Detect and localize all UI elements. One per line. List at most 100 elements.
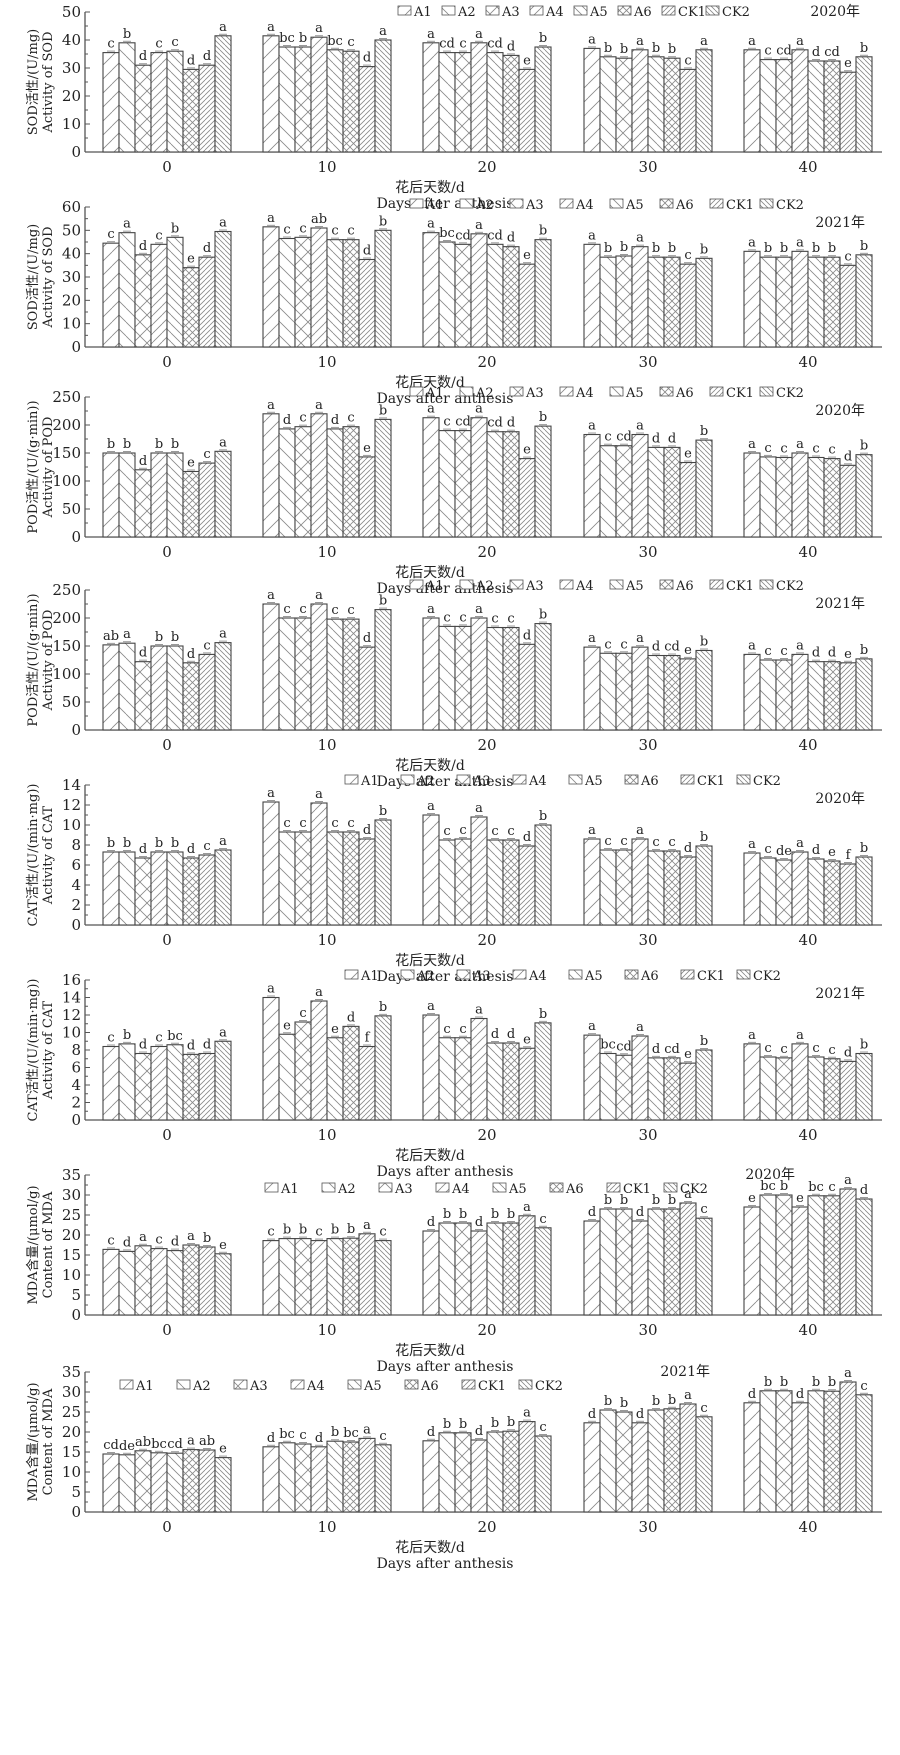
legend-swatch-a6 [659,198,674,209]
bar-a5-day-0 [166,452,184,538]
significance-letter: e [187,252,195,267]
bar-a4-day-10 [310,36,328,153]
bar-ck2-day-40 [855,254,873,348]
significance-letter: c [331,224,338,239]
bar-a5-day-30 [647,1409,665,1513]
y-tick-label: 35 [62,1363,81,1381]
legend-label-ck1: CK1 [623,1182,651,1197]
y-tick-label: 12 [62,796,81,814]
y-tick-label: 50 [62,500,81,518]
significance-letter: f [846,848,852,863]
legend-label-a4: A4 [575,198,594,213]
bar-a1-day-20 [422,814,440,926]
legend-swatch-ck2 [736,774,751,785]
y-tick-label: 50 [62,693,81,711]
bar-a3-day-0 [134,254,152,348]
bar-ck1-day-10 [358,456,376,538]
significance-letter: b [860,841,868,856]
legend-swatch-a6 [659,386,674,397]
significance-letter: b [123,1028,131,1043]
bar-a1-day-10 [262,1446,280,1513]
significance-letter: a [315,588,323,603]
significance-letter: c [283,816,290,831]
bar-a3-day-10 [294,1443,312,1513]
legend-label-a1: A1 [425,386,444,401]
significance-letter: b [604,241,612,256]
legend-label-a5: A5 [625,386,644,401]
legend-swatch-ck2 [705,5,720,16]
significance-letter: bc [808,1180,824,1195]
bar-a4-day-30 [631,1220,649,1316]
x-tick-label: 10 [317,931,336,949]
significance-letter: b [491,1416,499,1431]
significance-letter: a [427,999,435,1014]
legend-label-a2: A2 [416,969,435,984]
bar-a2-day-10 [278,46,296,153]
significance-letter: c [155,1233,162,1248]
bar-a2-day-0 [118,1250,136,1316]
bar-a3-day-40 [775,1390,793,1513]
chart-panel-sod-2021: 0 10 20 30 40 50 60 SOD活性/(U/mg) Activity of SOD… [26,198,882,407]
significance-letter: b [491,1207,499,1222]
significance-letter: d [652,640,660,655]
significance-letter: d [684,841,692,856]
x-axis-label-en: Days after anthesis [377,1556,514,1572]
bar-a3-day-30 [615,1054,633,1121]
significance-letter: a [636,34,644,49]
significance-letter: b [668,1193,676,1208]
significance-letter: a [267,20,275,35]
legend-label-a3: A3 [472,774,491,789]
legend-label-ck1: CK1 [478,1379,506,1394]
significance-letter: d [812,646,820,661]
significance-letter: b [299,31,307,46]
y-tick-label: 0 [71,528,81,546]
significance-letter: d [187,53,195,68]
legend-swatch-a6 [549,1182,564,1193]
x-tick-label: 10 [317,1518,336,1536]
significance-letter: b [171,836,179,851]
y-axis-label-cn: SOD活性/(U/mg) [26,29,41,136]
y-tick-label: 0 [71,1503,81,1521]
bar-a6-day-30 [663,1408,681,1513]
significance-letter: c [828,1043,835,1058]
bar-a4-day-40 [791,851,809,926]
significance-letter: b [604,1394,612,1409]
bar-ck1-day-10 [358,838,376,926]
y-tick-label: 35 [62,1166,81,1184]
significance-letter: c [347,35,354,50]
significance-letter: b [620,42,628,57]
bar-a5-day-10 [326,428,344,538]
significance-letter: d [427,1215,435,1230]
bar-ck2-day-30 [695,1416,713,1513]
significance-letter: a [636,231,644,246]
bar-a1-day-20 [422,417,440,538]
bar-a5-day-30 [647,256,665,348]
y-tick-label: 250 [52,388,81,406]
legend-swatch-ck2 [663,1182,678,1193]
significance-letter: d [588,1407,596,1422]
bar-ck2-day-30 [695,649,713,731]
significance-letter: cd [439,37,455,52]
significance-letter: a [315,985,323,1000]
bar-a4-day-40 [791,1402,809,1513]
significance-letter: d [812,45,820,60]
legend-swatch-a1 [119,1379,134,1390]
y-tick-label: 20 [62,87,81,105]
significance-letter: b [539,809,547,824]
significance-letter: c [347,603,354,618]
legend-label-a6: A6 [675,579,694,594]
y-tick-label: 14 [62,776,81,794]
bar-a6-day-0 [182,1244,200,1316]
significance-letter: c [539,1420,546,1435]
bar-a4-day-30 [631,49,649,153]
significance-letter: c [459,1022,466,1037]
x-tick-label: 40 [798,543,817,561]
significance-letter: d [267,1431,275,1446]
bar-a6-day-30 [663,256,681,348]
significance-letter: c [828,443,835,458]
significance-letter: b [860,239,868,254]
significance-letter: cd [616,430,632,445]
significance-letter: b [828,1375,836,1390]
bar-a6-day-30 [663,1057,681,1121]
significance-letter: b [171,437,179,452]
